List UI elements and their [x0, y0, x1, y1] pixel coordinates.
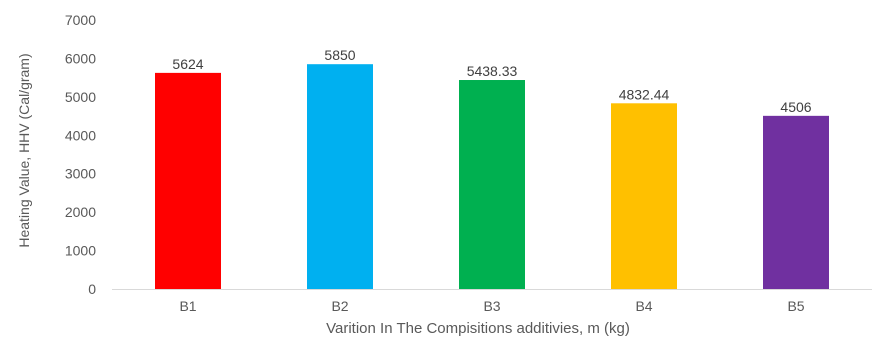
bar-b2 [307, 64, 373, 289]
y-tick-label: 6000 [65, 50, 96, 66]
data-label: 5438.33 [467, 63, 518, 79]
y-tick-label: 0 [88, 281, 96, 297]
bar-b4 [611, 103, 677, 289]
data-labels: 5624 5850 5438.33 4832.44 4506 [172, 47, 811, 115]
data-label: 5850 [324, 47, 355, 63]
x-axis-tick-labels: B1 B2 B3 B4 B5 [179, 298, 804, 314]
x-tick-label: B2 [331, 298, 348, 314]
data-label: 4506 [780, 99, 811, 115]
bar-b3 [459, 80, 525, 289]
y-axis-title: Heating Value, HHV (Cal/gram) [16, 53, 32, 247]
x-tick-label: B5 [787, 298, 804, 314]
x-tick-label: B4 [635, 298, 652, 314]
x-tick-label: B1 [179, 298, 196, 314]
bars [155, 64, 829, 290]
y-tick-label: 3000 [65, 166, 96, 182]
data-label: 5624 [172, 56, 203, 72]
x-axis-title: Varition In The Compisitions additivies,… [326, 320, 630, 337]
bar-b1 [155, 72, 221, 289]
y-tick-label: 4000 [65, 127, 96, 143]
y-tick-label: 7000 [65, 12, 96, 28]
y-tick-label: 1000 [65, 243, 96, 259]
bar-b5 [763, 115, 829, 290]
data-label: 4832.44 [619, 86, 670, 102]
x-tick-label: B3 [483, 298, 500, 314]
y-tick-label: 2000 [65, 204, 96, 220]
y-tick-label: 5000 [65, 89, 96, 105]
y-axis-ticks: 0 1000 2000 3000 4000 5000 6000 7000 [65, 12, 96, 297]
